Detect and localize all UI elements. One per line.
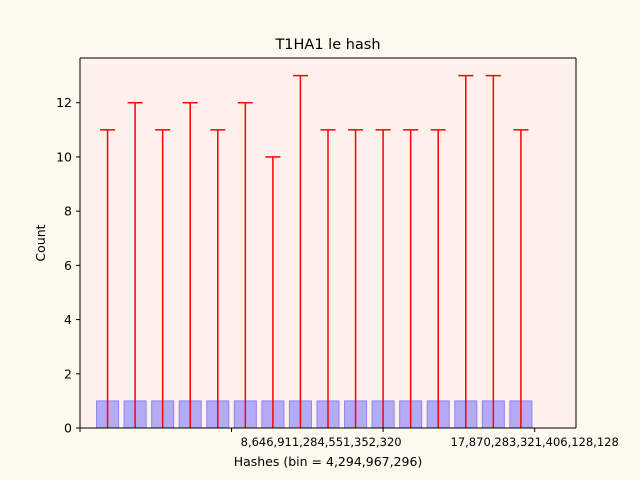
y-tick-label: 6	[64, 258, 72, 273]
error-bar-13	[430, 129, 446, 428]
x-tick-label: 8,646,911,284,551,352,320	[241, 435, 402, 449]
y-axis-ticks: 0 2 4 6 8 10 12	[56, 95, 80, 436]
error-bar-8	[292, 74, 308, 428]
error-bar-7	[265, 156, 281, 428]
error-bar-2	[127, 101, 143, 428]
error-bar-16	[513, 129, 529, 428]
axes-frame	[79, 57, 577, 429]
y-tick-label: 12	[56, 95, 72, 110]
x-axis-ticks: 8,646,911,284,551,352,320 17,870,283,321,…	[79, 428, 619, 449]
error-bar-9	[320, 129, 336, 428]
error-bars-group	[100, 74, 529, 428]
y-tick-label: 0	[64, 421, 72, 436]
error-bar-15	[485, 74, 501, 428]
chart-title: T1HA1 le hash	[274, 37, 380, 53]
error-bar-3	[155, 129, 171, 428]
error-bar-11	[375, 129, 391, 428]
y-tick-label: 8	[64, 204, 72, 219]
error-bar-12	[403, 129, 419, 428]
y-tick-label: 10	[56, 149, 72, 164]
y-tick-label: 4	[64, 312, 72, 327]
error-bar-10	[348, 129, 364, 428]
error-bar-5	[210, 129, 226, 428]
error-bar-14	[458, 74, 474, 428]
error-bar-4	[182, 101, 198, 428]
y-axis-label: Count	[33, 224, 48, 261]
x-axis-label: Hashes (bin = 4,294,967,296)	[234, 454, 423, 469]
error-bar-1	[100, 129, 116, 428]
x-tick-label: 17,870,283,321,406,128,128	[451, 435, 619, 449]
y-tick-label: 2	[64, 366, 72, 381]
error-bar-6	[237, 101, 253, 428]
